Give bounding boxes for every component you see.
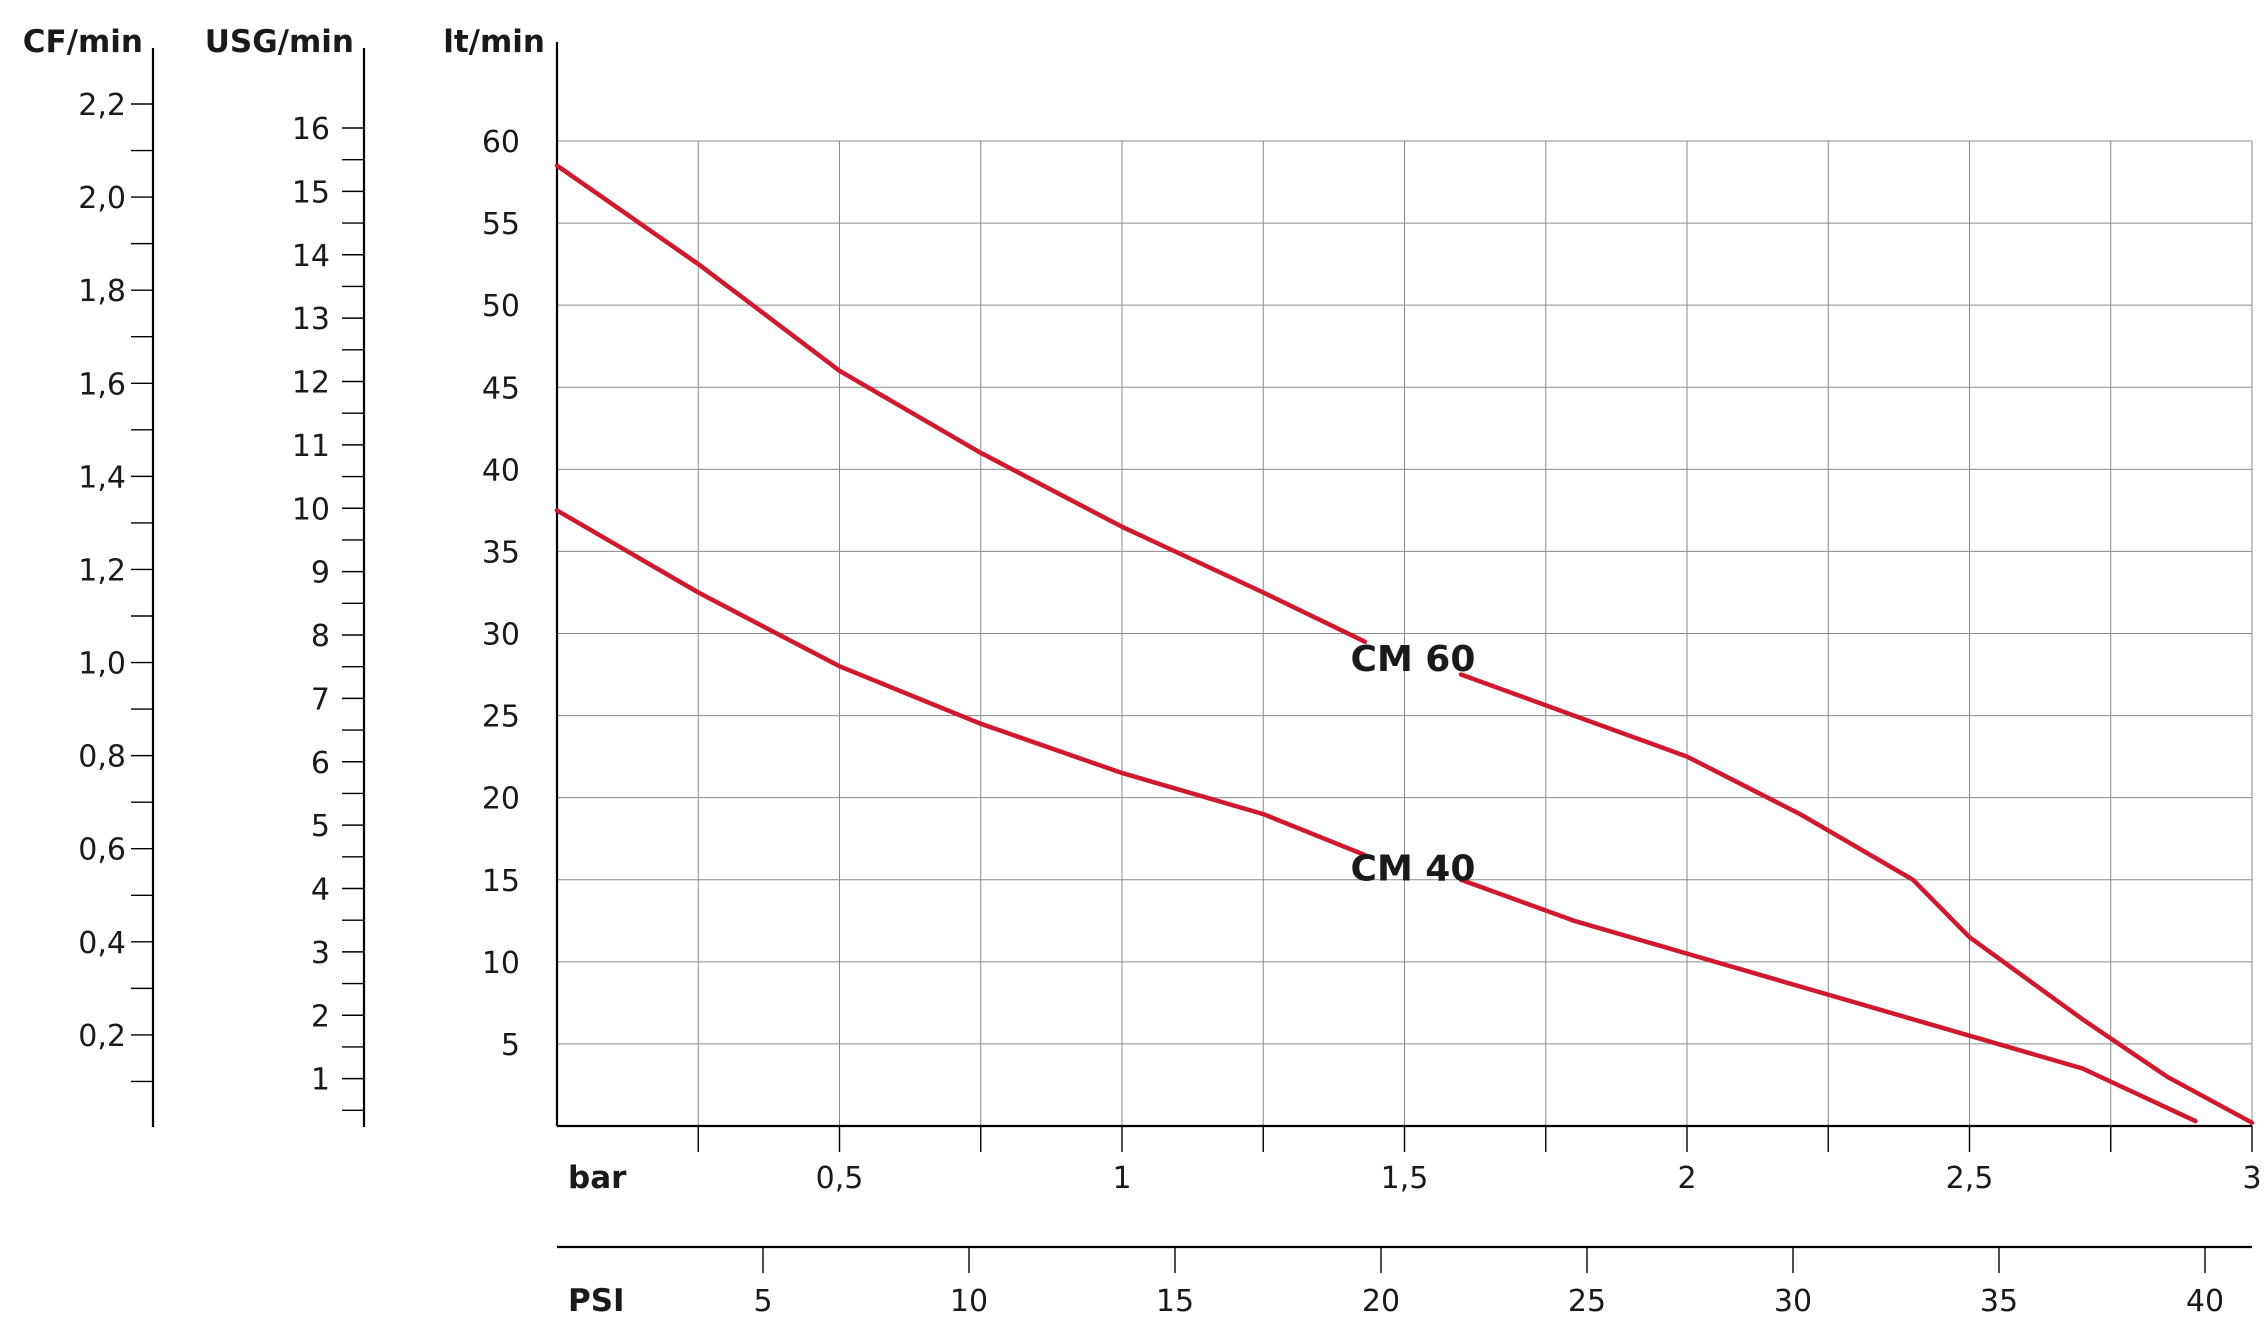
series-label-cm-60: CM 60	[1351, 639, 1476, 680]
lt-tick-label: 10	[482, 946, 520, 981]
lt-tick-label: 20	[482, 782, 520, 817]
cf-tick-label: 1,6	[78, 367, 126, 402]
bar-tick-label: 2	[1677, 1161, 1696, 1196]
grid	[557, 140, 2253, 1126]
cf-tick-label: 1,2	[78, 553, 126, 588]
psi-tick-label: 10	[950, 1284, 988, 1319]
bar-tick-label: 1,5	[1381, 1161, 1429, 1196]
series-line-cm-60	[1458, 672, 2255, 1125]
lt-tick-label: 5	[501, 1028, 520, 1063]
series-line-cm-40	[554, 508, 1368, 858]
series	[554, 163, 2255, 1125]
psi-tick-label: 40	[2186, 1284, 2224, 1319]
lt-tick-label: 40	[482, 453, 520, 488]
usg-tick-label: 5	[311, 809, 330, 844]
usg-axis-title: USG/min	[205, 24, 354, 60]
series-line-cm-40	[1458, 877, 2198, 1124]
cf-tick-label: 1,4	[78, 460, 126, 495]
bar-tick-label: 2,5	[1946, 1161, 1994, 1196]
axes	[131, 42, 2253, 1273]
usg-tick-label: 7	[311, 682, 330, 717]
cf-tick-label: 0,4	[78, 926, 126, 961]
bar-tick-label: 1	[1112, 1161, 1131, 1196]
psi-axis-title: PSI	[568, 1283, 625, 1319]
lt-tick-label: 55	[482, 207, 520, 242]
lt-tick-label: 30	[482, 618, 520, 653]
usg-tick-label: 13	[292, 302, 330, 337]
usg-tick-label: 14	[292, 239, 330, 274]
usg-tick-label: 1	[311, 1063, 330, 1098]
usg-tick-label: 3	[311, 936, 330, 971]
usg-tick-label: 4	[311, 873, 330, 908]
psi-tick-label: 35	[1980, 1284, 2018, 1319]
lt-tick-label: 25	[482, 700, 520, 735]
lt-tick-label: 15	[482, 864, 520, 899]
lt-tick-label: 45	[482, 371, 520, 406]
usg-tick-label: 2	[311, 999, 330, 1034]
bar-tick-label: 0,5	[816, 1161, 864, 1196]
lt-axis-title: lt/min	[443, 24, 545, 60]
usg-tick-label: 8	[311, 619, 330, 654]
cf-tick-label: 0,8	[78, 740, 126, 775]
usg-tick-label: 6	[311, 746, 330, 781]
cf-axis-title: CF/min	[23, 24, 143, 60]
lt-tick-label: 50	[482, 289, 520, 324]
psi-tick-label: 15	[1156, 1284, 1194, 1319]
cf-tick-label: 0,6	[78, 833, 126, 868]
series-line-cm-60	[554, 163, 1368, 644]
usg-tick-label: 12	[292, 366, 330, 401]
lt-tick-label: 60	[482, 125, 520, 160]
labels: 60555045403530252015105lt/min2,22,01,81,…	[23, 24, 2262, 1319]
usg-tick-label: 9	[311, 556, 330, 591]
usg-tick-label: 16	[292, 112, 330, 147]
usg-tick-label: 10	[292, 492, 330, 527]
series-label-cm-40: CM 40	[1351, 848, 1476, 889]
cf-tick-label: 1,8	[78, 274, 126, 309]
psi-tick-label: 20	[1362, 1284, 1400, 1319]
cf-tick-label: 1,0	[78, 647, 126, 682]
usg-tick-label: 11	[292, 429, 330, 464]
bar-tick-label: 3	[2242, 1161, 2261, 1196]
cf-tick-label: 2,0	[78, 181, 126, 216]
cf-tick-label: 0,2	[78, 1019, 126, 1054]
lt-tick-label: 35	[482, 535, 520, 570]
psi-tick-label: 25	[1568, 1284, 1606, 1319]
psi-tick-label: 5	[753, 1284, 772, 1319]
bar-axis-title: bar	[568, 1160, 627, 1196]
psi-tick-label: 30	[1774, 1284, 1812, 1319]
cf-tick-label: 2,2	[78, 88, 126, 123]
usg-tick-label: 15	[292, 175, 330, 210]
